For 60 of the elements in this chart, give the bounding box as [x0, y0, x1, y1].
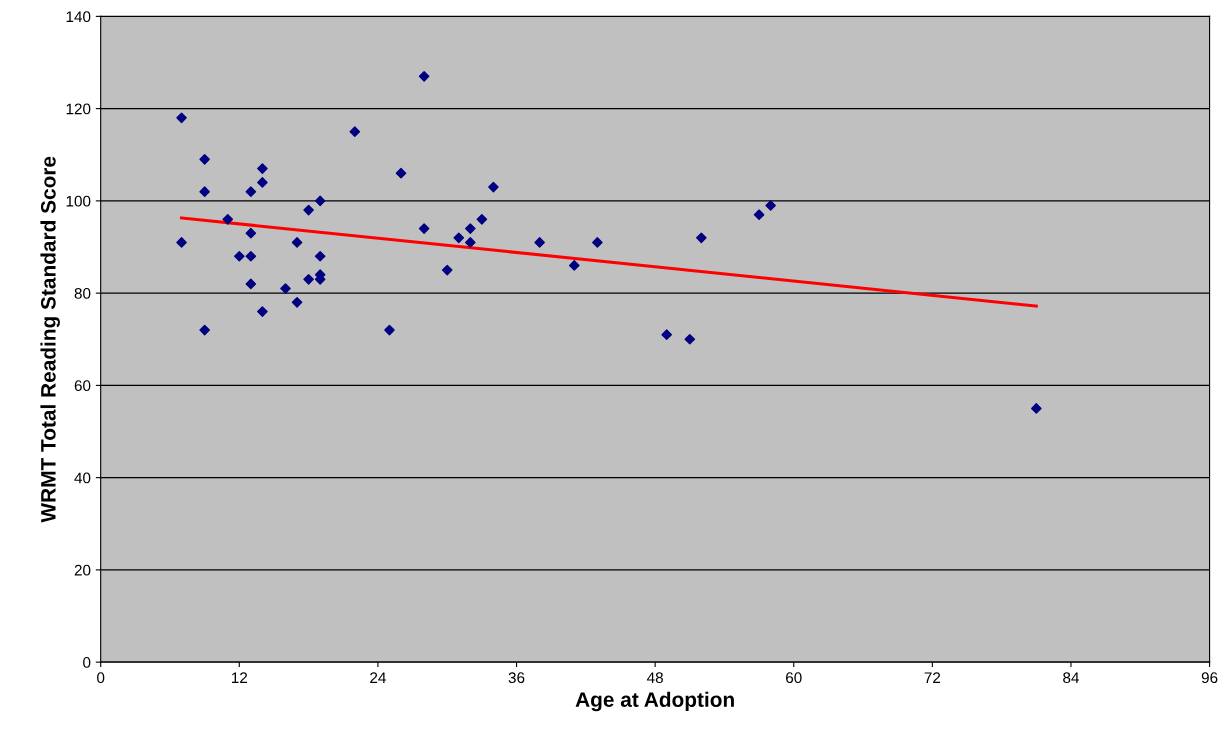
- x-tick-label: 96: [1201, 672, 1218, 684]
- point: [291, 237, 303, 248]
- y-tick-label: 40: [74, 472, 91, 484]
- point: [303, 273, 314, 285]
- point: [234, 250, 245, 262]
- point: [245, 227, 257, 239]
- point: [384, 324, 395, 336]
- x-tick-label: 36: [508, 672, 525, 684]
- point: [465, 223, 476, 234]
- point: [303, 204, 314, 216]
- x-tick-label: 0: [97, 672, 105, 684]
- point: [753, 209, 765, 221]
- point: [314, 195, 326, 207]
- point: [199, 324, 210, 336]
- point: [684, 333, 696, 345]
- point: [176, 237, 187, 248]
- point: [453, 232, 465, 244]
- point: [257, 177, 268, 188]
- point: [199, 154, 210, 165]
- point: [476, 214, 488, 225]
- point: [418, 223, 430, 234]
- x-tick-label: 60: [786, 672, 802, 684]
- y-axis-title: WRMT Total Reading Standard Score: [40, 156, 60, 523]
- point: [222, 214, 234, 225]
- point: [245, 278, 257, 290]
- point: [291, 297, 303, 308]
- y-tick-label: 80: [74, 288, 91, 299]
- point: [280, 283, 291, 294]
- point: [418, 71, 430, 82]
- point: [592, 237, 603, 248]
- point: [765, 200, 776, 211]
- x-tick-label: 72: [924, 672, 941, 683]
- y-tick-label: 60: [74, 380, 91, 392]
- y-tick-label: 0: [83, 657, 91, 668]
- point: [488, 181, 499, 193]
- x-tick-label: 84: [1063, 672, 1080, 684]
- point: [257, 306, 268, 317]
- point: [534, 237, 545, 248]
- point: [1031, 403, 1042, 414]
- x-tick-label: 48: [646, 672, 663, 684]
- point: [465, 237, 476, 248]
- x-axis-title: Age at Adoption: [575, 691, 734, 712]
- point: [441, 264, 453, 276]
- y-tick-label: 20: [74, 564, 91, 576]
- y-tick-label: 140: [66, 11, 91, 23]
- point: [568, 260, 580, 271]
- point: [199, 186, 210, 197]
- y-tick-label: 100: [66, 195, 91, 207]
- x-tick-label: 24: [370, 672, 386, 683]
- point: [245, 250, 257, 262]
- point: [176, 112, 187, 124]
- point: [696, 232, 707, 244]
- x-tick-label: 12: [231, 672, 248, 683]
- point: [661, 329, 672, 340]
- point: [257, 163, 268, 174]
- point: [245, 186, 257, 197]
- point: [349, 126, 361, 137]
- point: [395, 167, 407, 179]
- point: [314, 250, 326, 262]
- y-tick-label: 120: [66, 103, 91, 115]
